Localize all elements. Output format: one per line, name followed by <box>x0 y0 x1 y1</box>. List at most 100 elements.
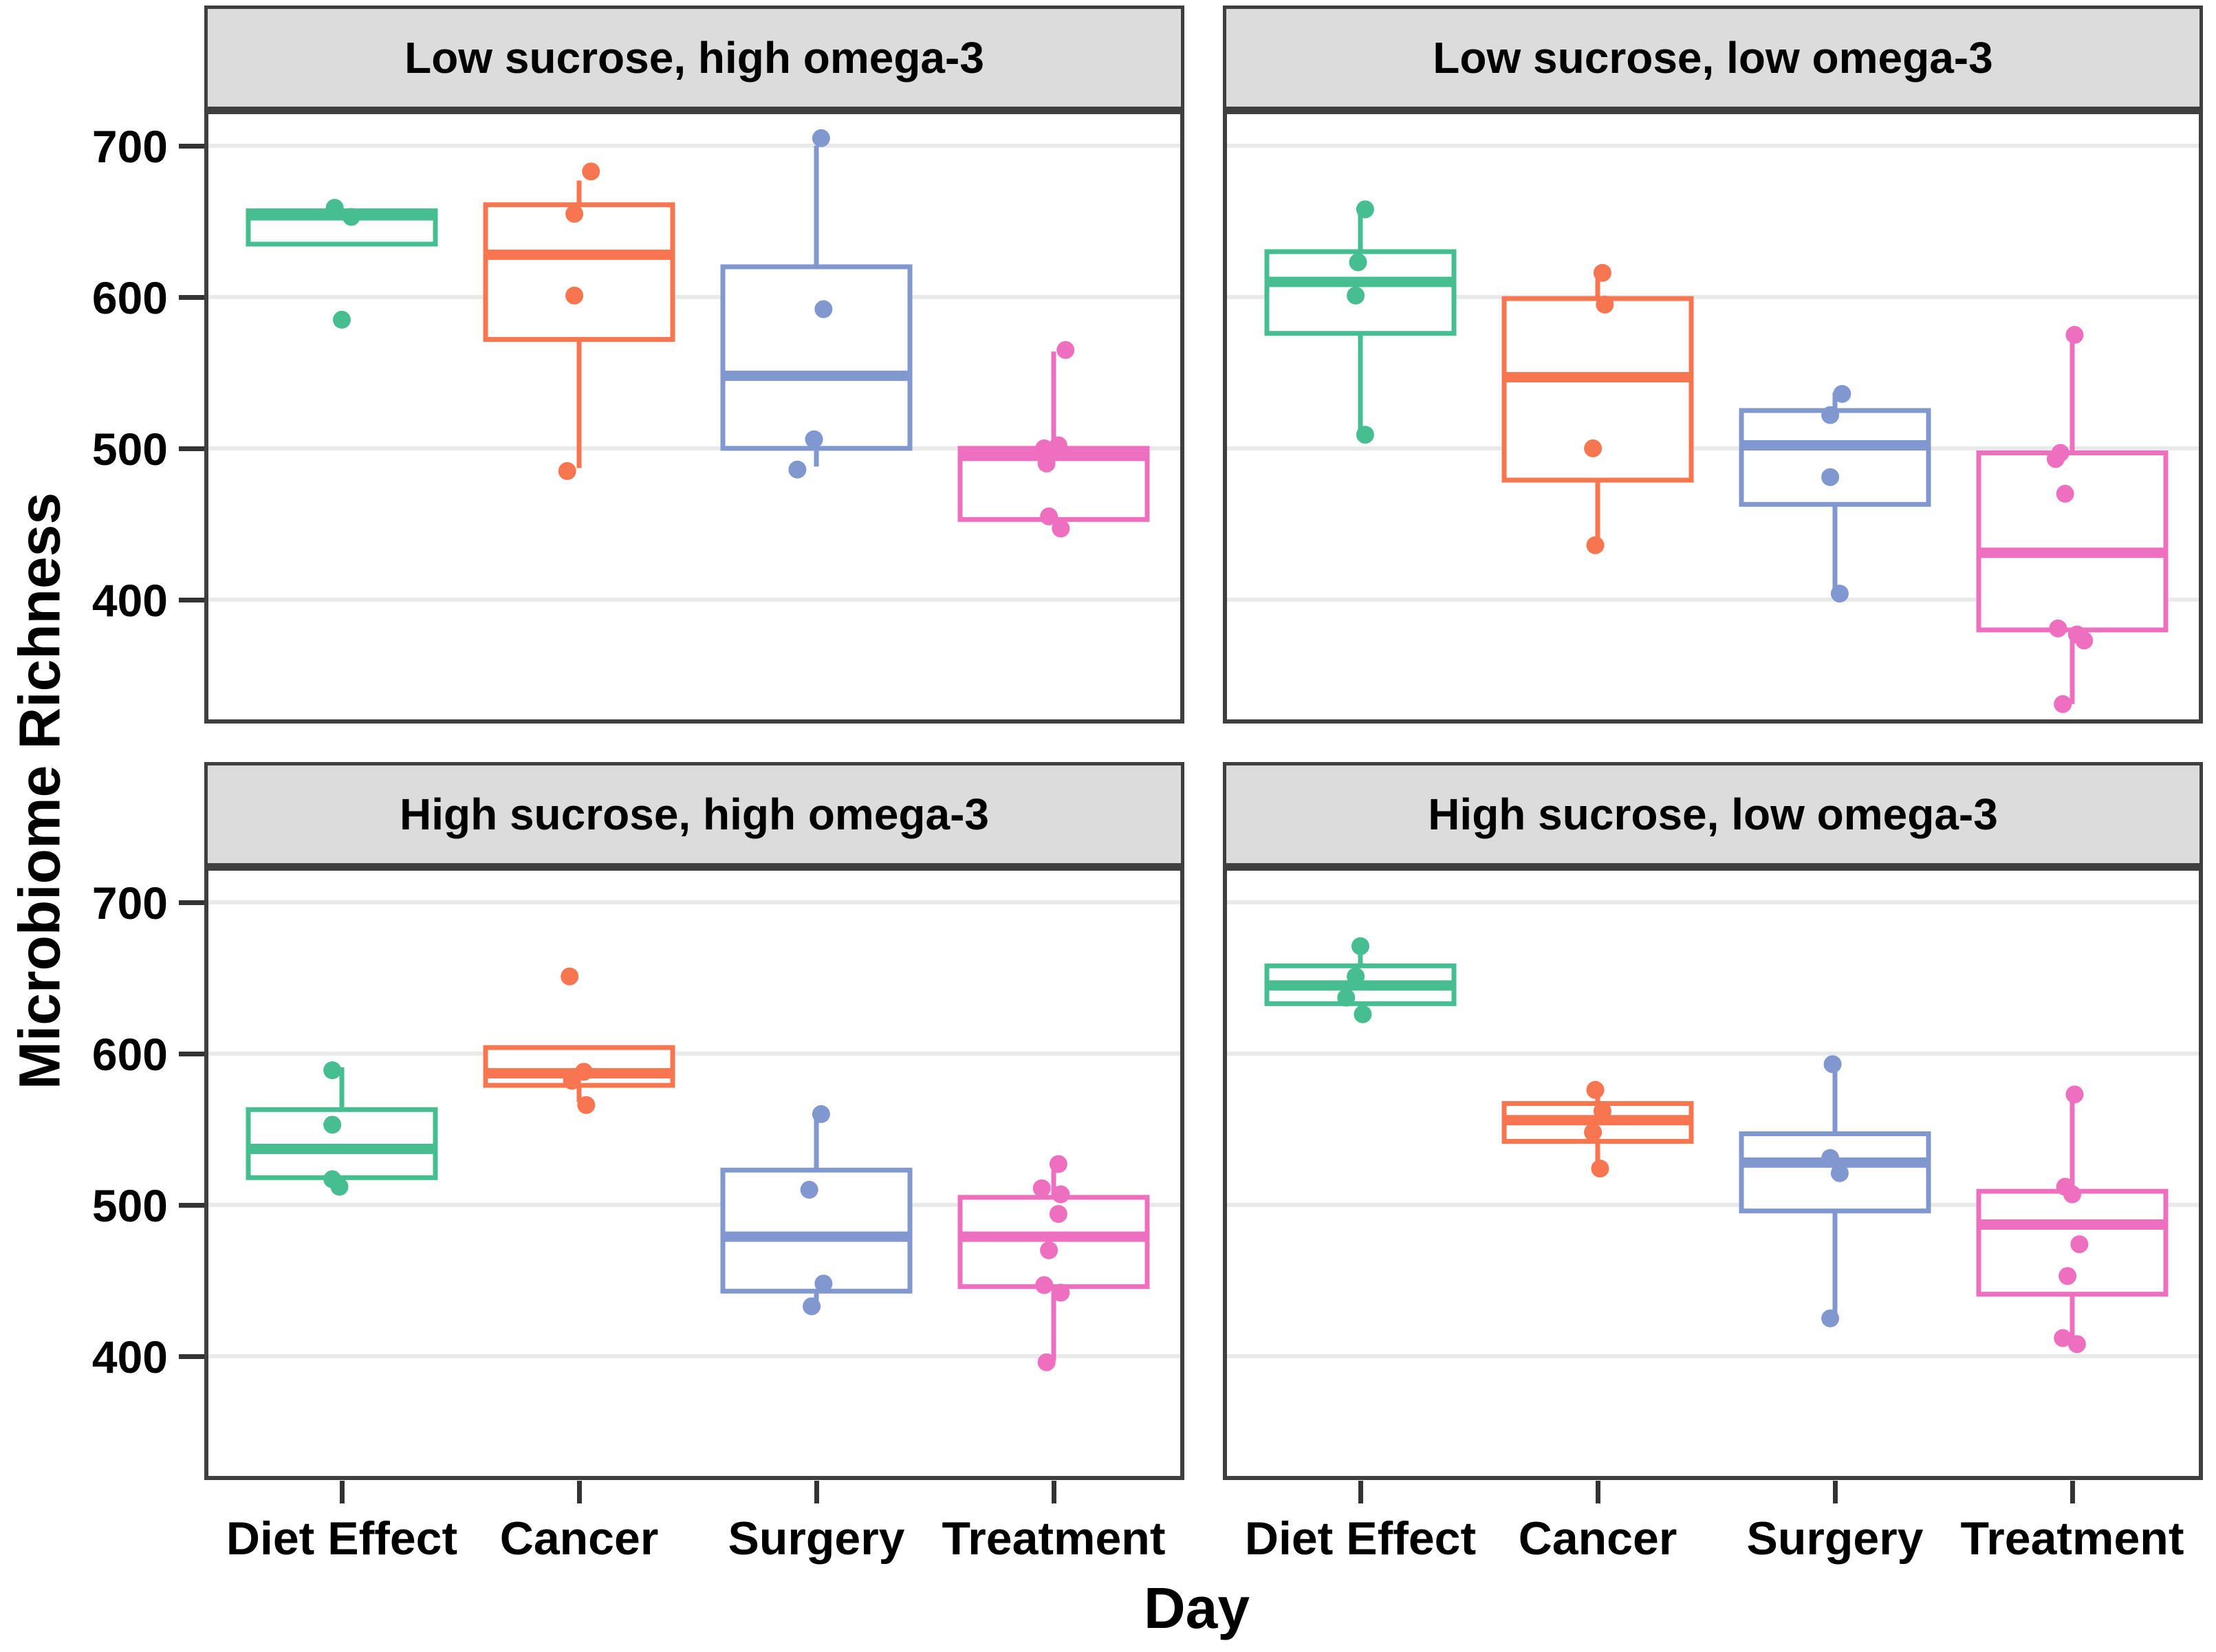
data-point-diet-effect <box>1347 286 1365 305</box>
x-tick-label-diet-effect: Diet Effect <box>1244 1512 1477 1565</box>
x-tick-mark <box>1052 1481 1056 1503</box>
data-point-cancer <box>1586 1080 1605 1099</box>
data-point-treatment <box>1052 1185 1070 1204</box>
data-point-diet-effect <box>1356 200 1374 219</box>
data-point-surgery <box>814 1274 833 1293</box>
x-tick-mark <box>1358 1481 1363 1503</box>
data-point-diet-effect <box>1347 967 1365 986</box>
data-point-diet-effect <box>1354 1005 1372 1023</box>
data-point-cancer <box>563 1072 581 1090</box>
x-axis-title: Day <box>1143 1576 1250 1640</box>
data-point-treatment <box>1052 519 1070 538</box>
y-tick-label: 700 <box>91 121 168 172</box>
data-point-surgery <box>800 1180 818 1199</box>
data-point-cancer <box>1584 439 1603 457</box>
data-point-treatment <box>2070 1235 2089 1254</box>
facet-title: Low sucrose, low omega-3 <box>1433 33 1993 83</box>
box-surgery <box>1739 408 1931 507</box>
data-point-diet-effect <box>323 1116 342 1134</box>
data-point-surgery <box>1823 1055 1842 1074</box>
data-point-diet-effect <box>1349 253 1367 272</box>
y-tick-label: 400 <box>91 575 168 626</box>
data-point-treatment <box>2075 631 2094 650</box>
data-point-surgery <box>805 430 823 448</box>
data-point-cancer <box>1584 1123 1603 1142</box>
data-point-treatment <box>1049 1205 1067 1224</box>
y-tick-label: 400 <box>91 1332 168 1382</box>
box-treatment <box>1976 450 2169 633</box>
y-tick-mark <box>179 900 204 905</box>
data-point-treatment <box>1037 454 1056 472</box>
data-point-treatment <box>2059 1267 2077 1285</box>
data-point-treatment <box>1037 1353 1056 1371</box>
facet-strip-high-sucrose-high-omega3: High sucrose, high omega-3 <box>204 762 1184 867</box>
data-point-surgery <box>1821 468 1840 486</box>
x-tick-label-surgery: Surgery <box>1746 1512 1924 1565</box>
data-point-diet-effect <box>333 310 351 329</box>
data-point-treatment <box>1040 1241 1058 1259</box>
y-tick-mark <box>179 1354 204 1359</box>
facet-title: High sucrose, low omega-3 <box>1428 790 1998 839</box>
data-point-cancer <box>1586 536 1605 554</box>
data-point-surgery <box>788 460 807 479</box>
data-point-cancer <box>558 461 576 480</box>
facet-strip-high-sucrose-low-omega3: High sucrose, low omega-3 <box>1223 762 2203 867</box>
y-tick-mark <box>179 598 204 602</box>
data-point-cancer <box>565 286 584 305</box>
panel-border <box>204 867 1184 1480</box>
data-point-treatment <box>1035 1276 1054 1294</box>
y-tick-mark <box>179 1052 204 1056</box>
data-point-cancer <box>1591 1160 1609 1178</box>
data-point-treatment <box>2054 1329 2072 1347</box>
x-tick-label-cancer: Cancer <box>1518 1512 1677 1565</box>
y-axis-title: Microbiome Richness <box>7 492 72 1090</box>
facet-title: Low sucrose, high omega-3 <box>404 33 984 83</box>
panel-border <box>1223 110 2203 724</box>
y-tick-label: 700 <box>91 878 168 928</box>
facet-panel-low-sucrose-high-omega3 <box>204 110 1184 724</box>
data-point-surgery <box>1821 1309 1840 1327</box>
data-point-surgery <box>1833 384 1851 403</box>
y-tick-label: 500 <box>91 1180 168 1231</box>
facet-panel-high-sucrose-high-omega3 <box>204 867 1184 1480</box>
x-tick-mark <box>340 1481 345 1503</box>
facet-strip-low-sucrose-high-omega3: Low sucrose, high omega-3 <box>204 6 1184 110</box>
data-point-treatment <box>2065 1085 2084 1104</box>
x-tick-label-surgery: Surgery <box>728 1512 905 1565</box>
data-point-treatment <box>1052 1283 1070 1302</box>
data-point-cancer <box>582 162 600 181</box>
data-point-cancer <box>1593 1102 1611 1120</box>
data-point-treatment <box>1035 439 1054 457</box>
data-point-treatment <box>2056 484 2074 503</box>
x-tick-label-cancer: Cancer <box>499 1512 659 1565</box>
data-point-treatment <box>2063 1185 2081 1204</box>
data-point-surgery <box>1830 1164 1849 1182</box>
data-point-surgery <box>1830 585 1849 603</box>
data-point-diet-effect <box>323 1061 342 1080</box>
data-point-diet-effect <box>1356 426 1374 444</box>
data-point-surgery <box>1821 406 1840 424</box>
data-point-treatment <box>1032 1179 1051 1197</box>
data-point-treatment <box>1056 340 1075 359</box>
data-point-cancer <box>561 967 579 986</box>
data-point-treatment <box>2067 1335 2086 1354</box>
x-tick-mark <box>2070 1481 2075 1503</box>
data-point-surgery <box>812 1105 830 1123</box>
data-point-treatment <box>2054 695 2072 713</box>
y-tick-label: 500 <box>91 424 168 475</box>
data-point-cancer <box>1593 263 1611 282</box>
facet-panel-low-sucrose-low-omega3 <box>1223 110 2203 724</box>
data-point-diet-effect <box>325 199 344 217</box>
data-point-surgery <box>803 1297 821 1316</box>
panel-border <box>204 110 1184 724</box>
x-tick-label-treatment: Treatment <box>1960 1512 2184 1565</box>
x-tick-mark <box>814 1481 819 1503</box>
data-point-diet-effect <box>330 1177 349 1196</box>
box-cancer <box>483 202 675 343</box>
y-tick-label: 600 <box>91 272 168 323</box>
data-point-cancer <box>577 1096 596 1114</box>
x-tick-mark <box>577 1481 582 1503</box>
data-point-diet-effect <box>342 208 360 226</box>
x-tick-mark <box>1596 1481 1600 1503</box>
data-point-treatment <box>2065 325 2084 344</box>
